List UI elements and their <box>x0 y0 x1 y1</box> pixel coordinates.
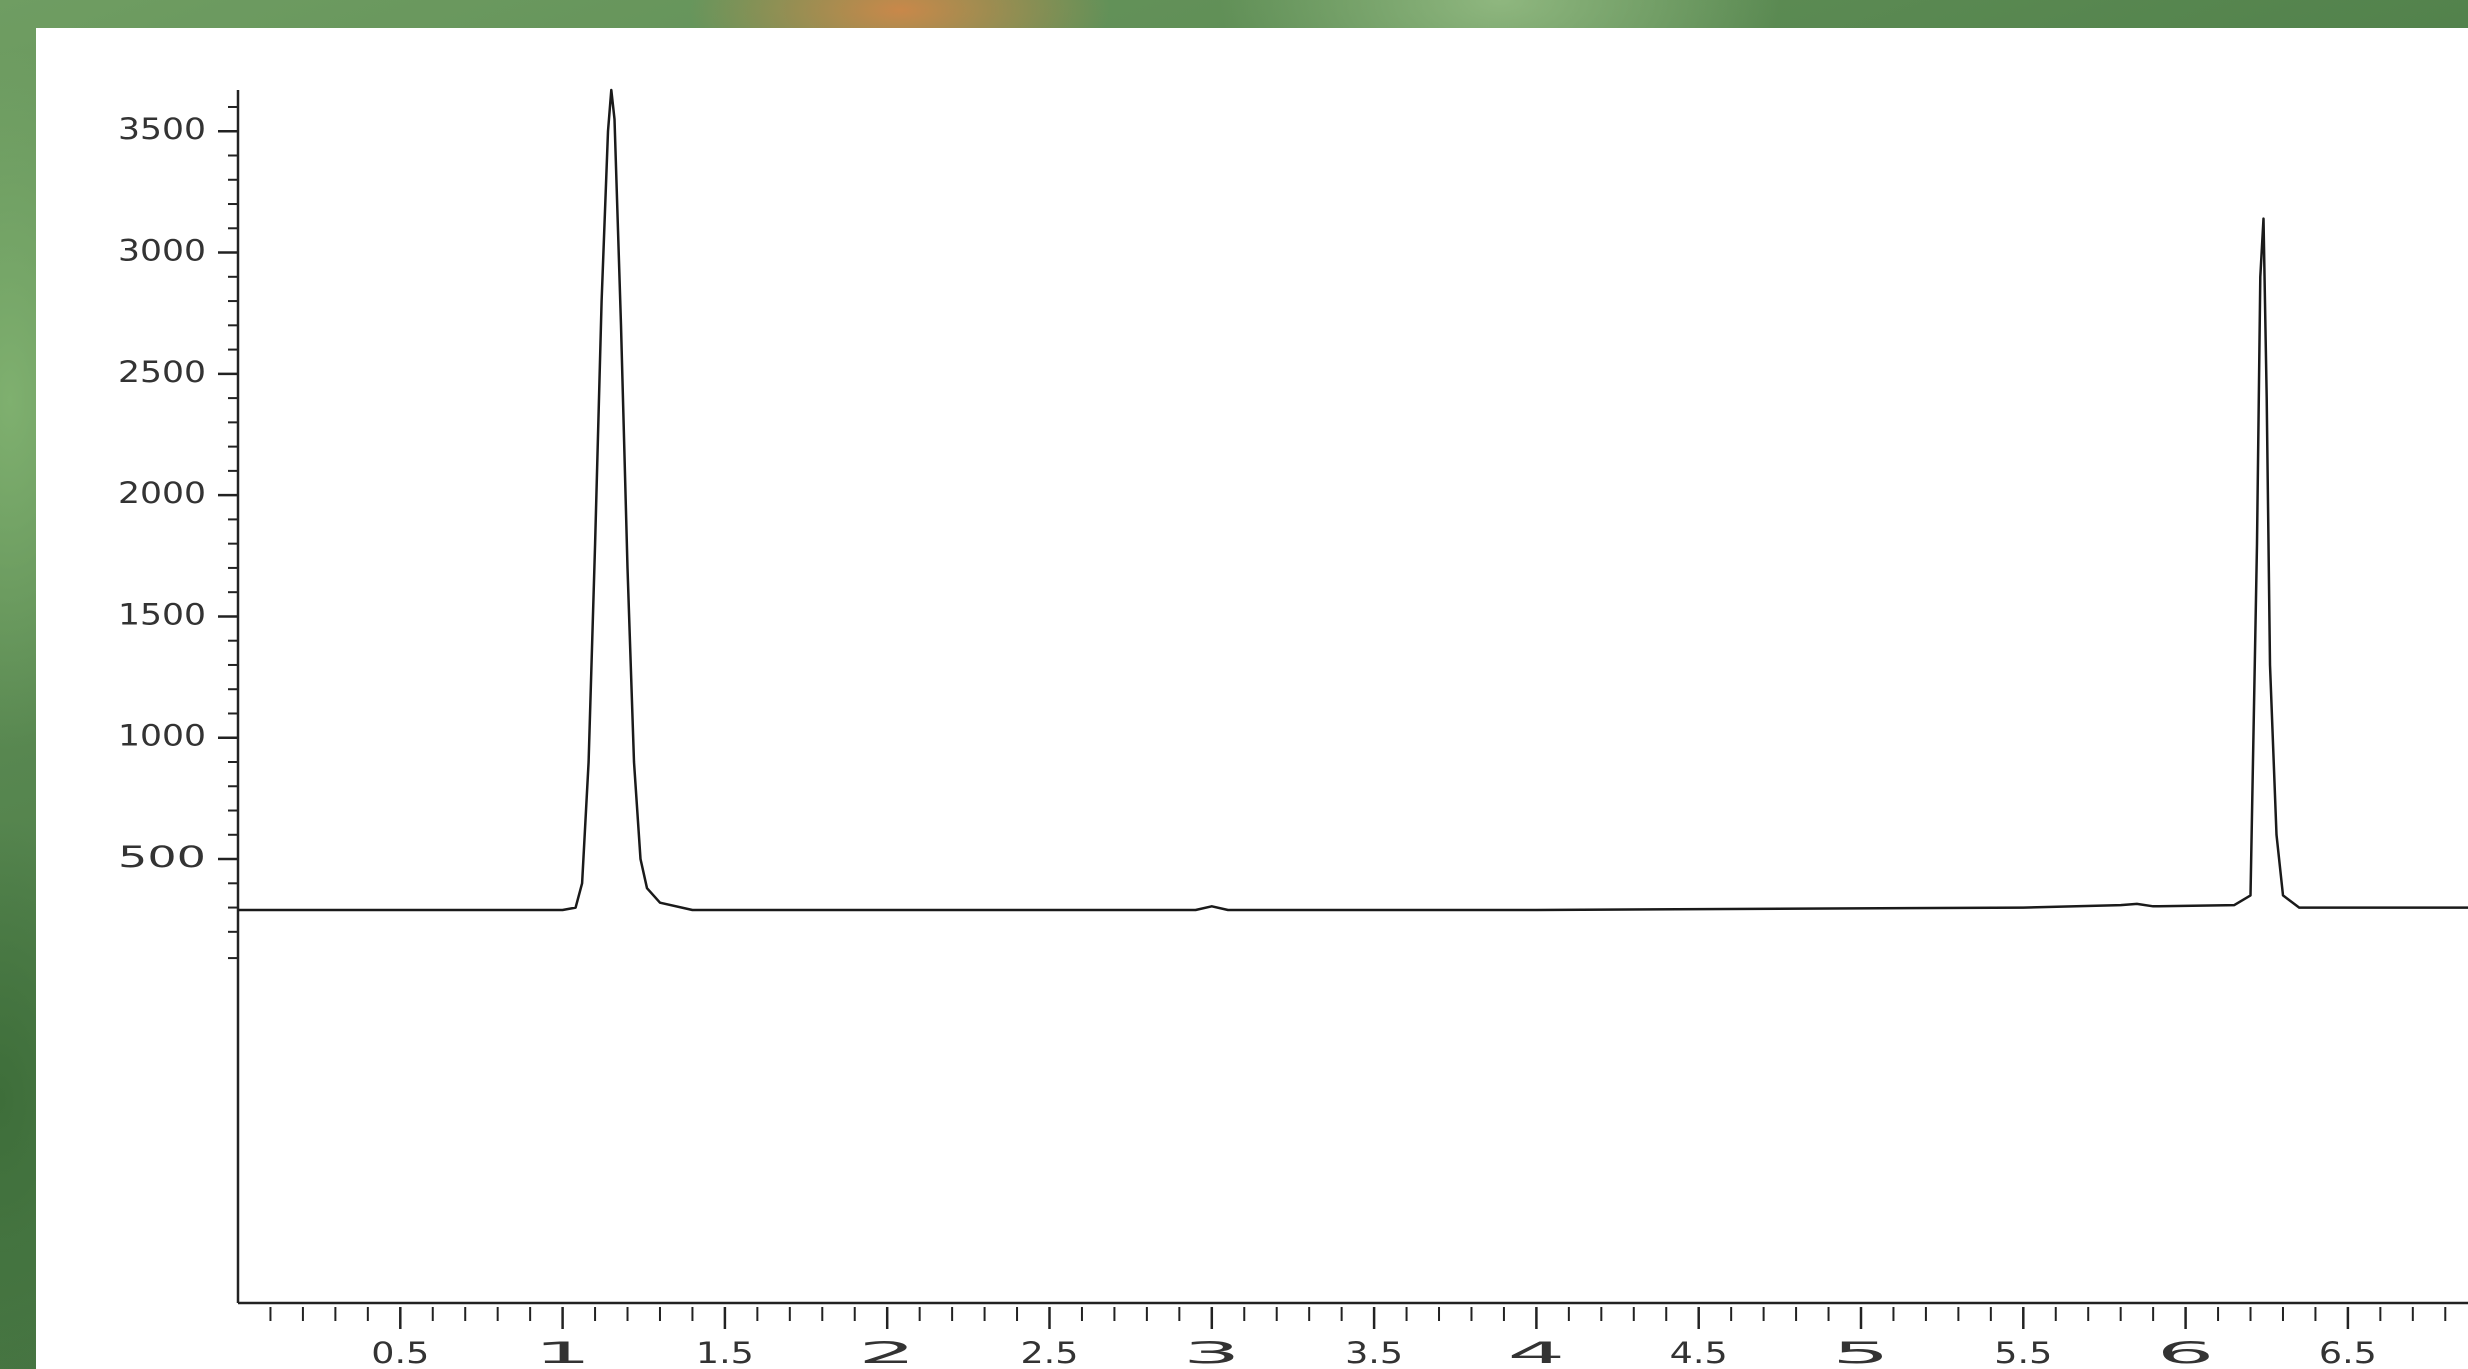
y-tick-label: 1000 <box>118 719 206 753</box>
x-tick-label: 5.5 <box>1994 1336 2052 1369</box>
y-tick-label: 2000 <box>118 476 206 510</box>
y-tick-label: 3500 <box>118 112 206 146</box>
x-tick-label: 0.5 <box>371 1336 429 1369</box>
y-tick-label: 3000 <box>118 234 206 268</box>
x-tick-label: 3 <box>1183 1336 1241 1369</box>
x-tick-label: 5 <box>1832 1336 1890 1369</box>
x-tick-label: 1.5 <box>696 1336 754 1369</box>
x-tick-label: 1 <box>534 1336 592 1369</box>
x-tick-label: 4 <box>1507 1336 1565 1369</box>
x-tick-label: 2.5 <box>1020 1336 1078 1369</box>
chart: 500 1000 1500 2000 2500 3000 3500 0.5 1 1.5 2 2.5 3 3… <box>0 0 2468 1369</box>
x-tick-label: 4.5 <box>1670 1336 1728 1369</box>
y-tick-label: 1500 <box>118 597 206 631</box>
x-tick-label: 6 <box>2157 1336 2215 1369</box>
chart-panel <box>36 28 2468 1369</box>
x-tick-label: 6.5 <box>2319 1336 2377 1369</box>
y-tick-label: 500 <box>118 840 206 874</box>
x-tick-label: 3.5 <box>1345 1336 1403 1369</box>
y-tick-label: 2500 <box>118 355 206 389</box>
x-tick-label: 2 <box>858 1336 916 1369</box>
